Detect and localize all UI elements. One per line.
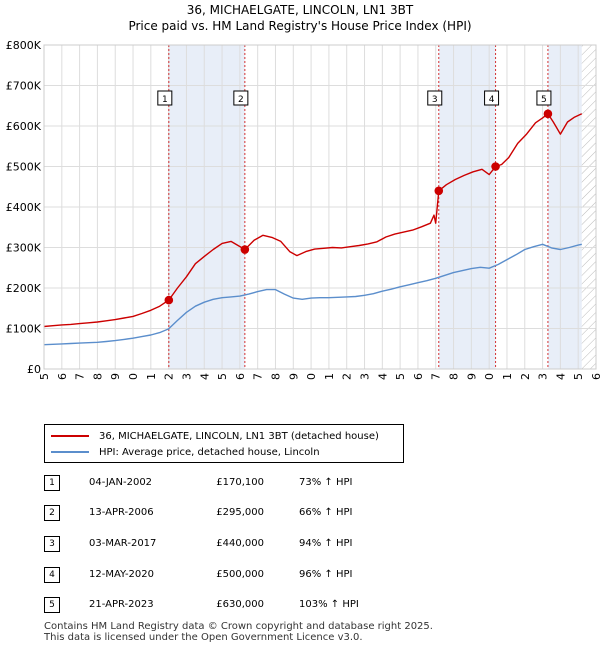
sale-price: £500,000 <box>216 569 264 580</box>
sale-number-label: 5 <box>541 95 547 105</box>
footer-license: This data is licensed under the Open Gov… <box>44 632 363 643</box>
property-series-line <box>43 113 583 328</box>
sale-point <box>434 186 444 196</box>
x-tick-label: 2026 <box>590 373 600 380</box>
sale-hpi-change: 96% ↑ HPI <box>299 569 353 580</box>
sale-number-label: 4 <box>489 95 495 105</box>
x-tick-label: 2013 <box>359 373 372 380</box>
sale-number-badge: 1 <box>44 475 60 491</box>
sale-number-badge: 5 <box>44 597 60 613</box>
y-tick-label: £300K <box>6 242 42 255</box>
x-tick-label: 2018 <box>448 373 461 380</box>
sale-hpi-change: 66% ↑ HPI <box>299 507 353 518</box>
sale-price: £630,000 <box>216 599 264 610</box>
x-tick-label: 2010 <box>305 373 318 380</box>
sale-number-box <box>536 90 552 106</box>
x-tick-label: 2007 <box>252 373 265 380</box>
y-tick-label: £0 <box>27 363 41 376</box>
y-tick-label: £500K <box>6 161 42 174</box>
x-tick-label: 2017 <box>430 373 443 380</box>
x-tick-label: 2023 <box>537 373 550 380</box>
sale-number-label: 1 <box>162 95 168 105</box>
legend-swatch-property <box>51 435 89 437</box>
price-chart: 1 2 3 4 5 £0 £100K £200K £300K £400K £500K £600K £7… <box>6 39 600 380</box>
x-tick-label: 2008 <box>269 373 282 380</box>
x-tick-label: 2005 <box>216 373 229 380</box>
x-tick-label: 2022 <box>519 373 532 380</box>
x-tick-label: 2019 <box>465 373 478 380</box>
x-tick-label: 2016 <box>412 373 425 380</box>
sale-number-badge: 2 <box>44 505 60 521</box>
sale-date: 13-APR-2006 <box>89 507 154 518</box>
x-tick-label: 1996 <box>56 373 69 380</box>
legend-swatch-hpi <box>51 451 89 453</box>
sale-row: 4 12-MAY-2020 £500,000 96% ↑ HPI <box>44 567 544 583</box>
sale-point <box>491 162 500 171</box>
sale-date: 12-MAY-2020 <box>89 569 155 580</box>
x-tick-label: 1995 <box>38 373 51 380</box>
sale-date: 03-MAR-2017 <box>89 538 157 549</box>
x-tick-label: 2002 <box>163 373 176 380</box>
sale-number-label: 3 <box>432 95 438 105</box>
x-tick-label: 2001 <box>145 373 158 380</box>
hpi-series-line <box>43 243 582 346</box>
sale-number-badge: 3 <box>44 536 60 552</box>
sale-price: £170,100 <box>216 477 264 488</box>
legend-item-property: 36, MICHAELGATE, LINCOLN, LN1 3BT (detac… <box>51 429 379 443</box>
legend-label-property: 36, MICHAELGATE, LINCOLN, LN1 3BT (detac… <box>99 430 379 442</box>
x-tick-label: 1998 <box>91 373 104 380</box>
sale-price: £295,000 <box>216 507 264 518</box>
sale-number-box <box>427 90 443 106</box>
sale-hpi-change: 94% ↑ HPI <box>299 538 353 549</box>
y-tick-label: £700K <box>6 80 42 93</box>
sale-row: 3 03-MAR-2017 £440,000 94% ↑ HPI <box>44 536 544 552</box>
x-tick-label: 2014 <box>376 373 389 380</box>
sale-price: £440,000 <box>216 538 264 549</box>
x-tick-label: 2009 <box>287 373 300 380</box>
y-tick-label: £100K <box>6 323 42 336</box>
sale-number-box <box>484 90 500 106</box>
x-tick-label: 2020 <box>483 373 496 380</box>
x-tick-label: 1999 <box>109 373 122 380</box>
sale-hpi-change: 73% ↑ HPI <box>299 477 353 488</box>
y-tick-label: £200K <box>6 282 42 295</box>
sale-date: 04-JAN-2002 <box>89 477 153 488</box>
sale-row: 5 21-APR-2023 £630,000 103% ↑ HPI <box>44 597 544 613</box>
sale-number-box <box>157 90 173 106</box>
sale-number-badge: 4 <box>44 567 60 583</box>
x-tick-label: 2021 <box>501 373 514 380</box>
legend: 36, MICHAELGATE, LINCOLN, LN1 3BT (detac… <box>44 424 404 463</box>
sale-row: 2 13-APR-2006 £295,000 66% ↑ HPI <box>44 505 544 521</box>
chart-title: 36, MICHAELGATE, LINCOLN, LN1 3BT <box>186 3 414 17</box>
legend-item-hpi: HPI: Average price, detached house, Linc… <box>51 445 320 459</box>
chart-subtitle: Price paid vs. HM Land Registry's House … <box>128 19 472 33</box>
sale-date: 21-APR-2023 <box>89 599 154 610</box>
x-tick-label: 2000 <box>127 373 140 380</box>
x-tick-label: 2025 <box>572 373 585 380</box>
x-tick-label: 2024 <box>554 373 567 380</box>
footer: Contains HM Land Registry data © Crown c… <box>44 621 433 643</box>
x-tick-label: 2004 <box>198 373 211 380</box>
sale-row: 1 04-JAN-2002 £170,100 73% ↑ HPI <box>44 475 544 491</box>
legend-label-hpi: HPI: Average price, detached house, Linc… <box>99 446 320 458</box>
x-tick-label: 1997 <box>74 373 87 380</box>
sale-point <box>543 109 553 119</box>
x-tick-label: 2012 <box>341 373 354 380</box>
y-tick-label: £400K <box>6 201 42 214</box>
footer-copyright: Contains HM Land Registry data © Crown c… <box>44 621 433 632</box>
x-tick-label: 2015 <box>394 373 407 380</box>
sale-hpi-change: 103% ↑ HPI <box>299 599 359 610</box>
y-tick-label: £600K <box>6 120 42 133</box>
sale-point <box>240 245 250 254</box>
sale-point <box>164 295 174 305</box>
x-tick-label: 2006 <box>234 373 247 380</box>
sale-number-box <box>233 90 249 106</box>
sale-number-label: 2 <box>238 95 244 105</box>
x-tick-label: 2011 <box>323 373 336 380</box>
plot-frame <box>43 44 597 370</box>
x-tick-label: 2003 <box>180 373 193 380</box>
y-tick-label: £800K <box>6 39 42 52</box>
